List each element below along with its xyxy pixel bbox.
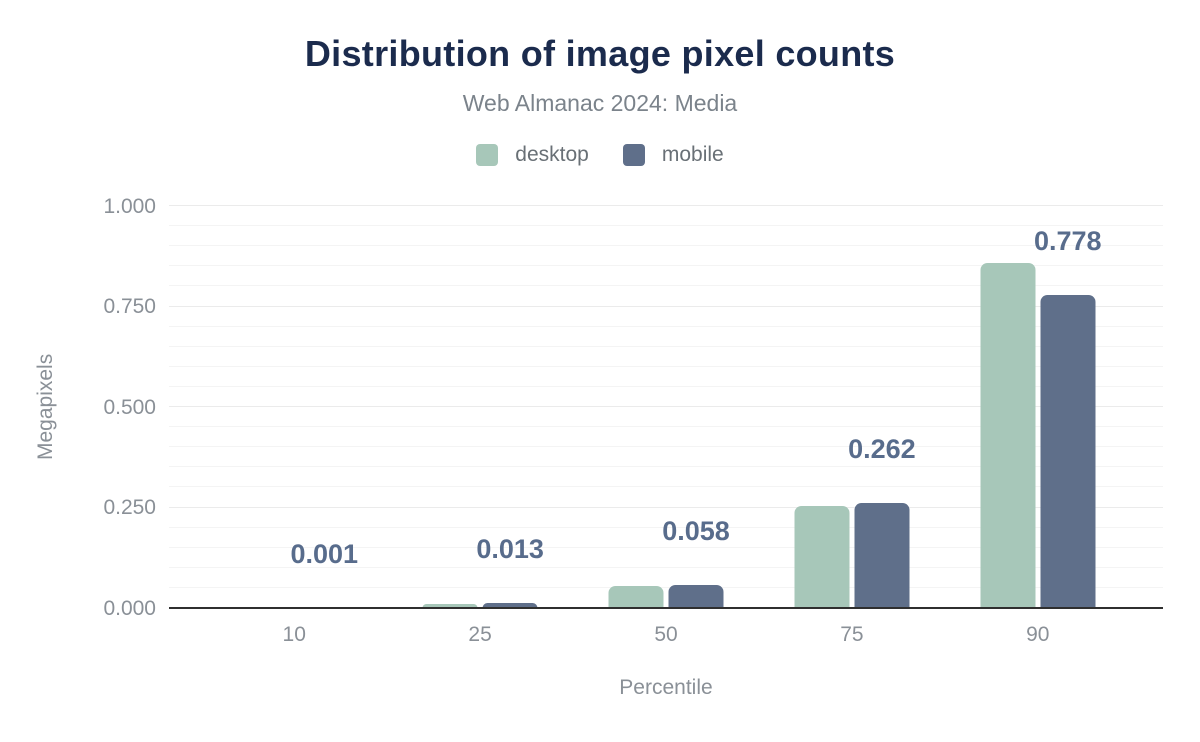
grid-line-minor (169, 546, 1163, 548)
bar-mobile-25 (482, 602, 538, 608)
y-axis-title: Megapixels (34, 353, 57, 461)
grid-line-minor (169, 446, 1163, 448)
x-axis-line (169, 607, 1163, 609)
bar-desktop-25 (422, 603, 478, 608)
grid-line-major (169, 506, 1163, 508)
grid-line-minor (169, 285, 1163, 287)
grid-line-minor (169, 526, 1163, 528)
grid-line-minor (169, 566, 1163, 568)
grid-line-minor (169, 265, 1163, 267)
x-tick-label: 75 (840, 623, 864, 646)
bar-group-90 (980, 263, 1096, 608)
legend-item-desktop: desktop (476, 143, 589, 167)
value-label: 0.778 (1033, 226, 1102, 257)
bar-mobile-75 (854, 502, 910, 608)
value-label: 0.262 (848, 433, 916, 464)
y-tick-label: 1.000 (103, 194, 156, 218)
chart-subtitle: Web Almanac 2024: Media (462, 90, 738, 116)
y-tick-label: 0.250 (103, 496, 156, 519)
y-tick-label: 0.750 (103, 295, 156, 318)
legend: desktop mobile (0, 143, 1200, 167)
bar-group-75 (794, 502, 910, 608)
legend-swatch-mobile (622, 144, 645, 166)
y-tick-label: 0.500 (103, 395, 156, 419)
grid-line-major (169, 406, 1163, 407)
bar-desktop-50 (608, 585, 664, 608)
y-tick-label: 0.000 (103, 596, 156, 620)
chart-title: Distribution of image pixel counts (304, 33, 896, 74)
legend-label: mobile (661, 143, 724, 166)
value-label: 0.058 (662, 515, 730, 546)
legend-label: desktop (515, 143, 589, 166)
grid-line-major (169, 305, 1163, 307)
grid-line-minor (169, 426, 1163, 428)
legend-swatch-desktop (476, 144, 499, 166)
grid-line-minor (169, 586, 1163, 588)
bar-group-25 (422, 602, 538, 608)
legend-item-mobile: mobile (622, 143, 724, 167)
grid-line-major (169, 205, 1163, 206)
x-tick-label: 25 (468, 623, 492, 646)
x-tick-label: 10 (282, 623, 306, 646)
grid-line-minor (169, 365, 1163, 367)
bar-desktop-75 (794, 505, 850, 608)
x-tick-label: 50 (654, 623, 678, 646)
bar-desktop-90 (980, 263, 1036, 608)
value-label: 0.013 (476, 533, 544, 564)
plot-area: 0.000 0.250 0.500 0.750 1.000 10 0.001 25 0.013 5… (103, 196, 1163, 646)
bar-group-50 (608, 584, 724, 608)
grid-line-minor (169, 466, 1163, 468)
x-axis-title: Percentile (619, 676, 713, 699)
grid-line-minor (169, 245, 1163, 247)
bar-mobile-90 (1040, 295, 1096, 608)
grid-line-minor (169, 486, 1163, 488)
grid-line-minor (169, 325, 1163, 327)
x-tick-label: 90 (1026, 623, 1050, 646)
grid-line-minor (169, 225, 1163, 227)
grid-line-minor (169, 385, 1163, 387)
value-label: 0.001 (290, 538, 359, 569)
grid-line-minor (169, 345, 1163, 347)
bar-mobile-50 (668, 584, 724, 608)
